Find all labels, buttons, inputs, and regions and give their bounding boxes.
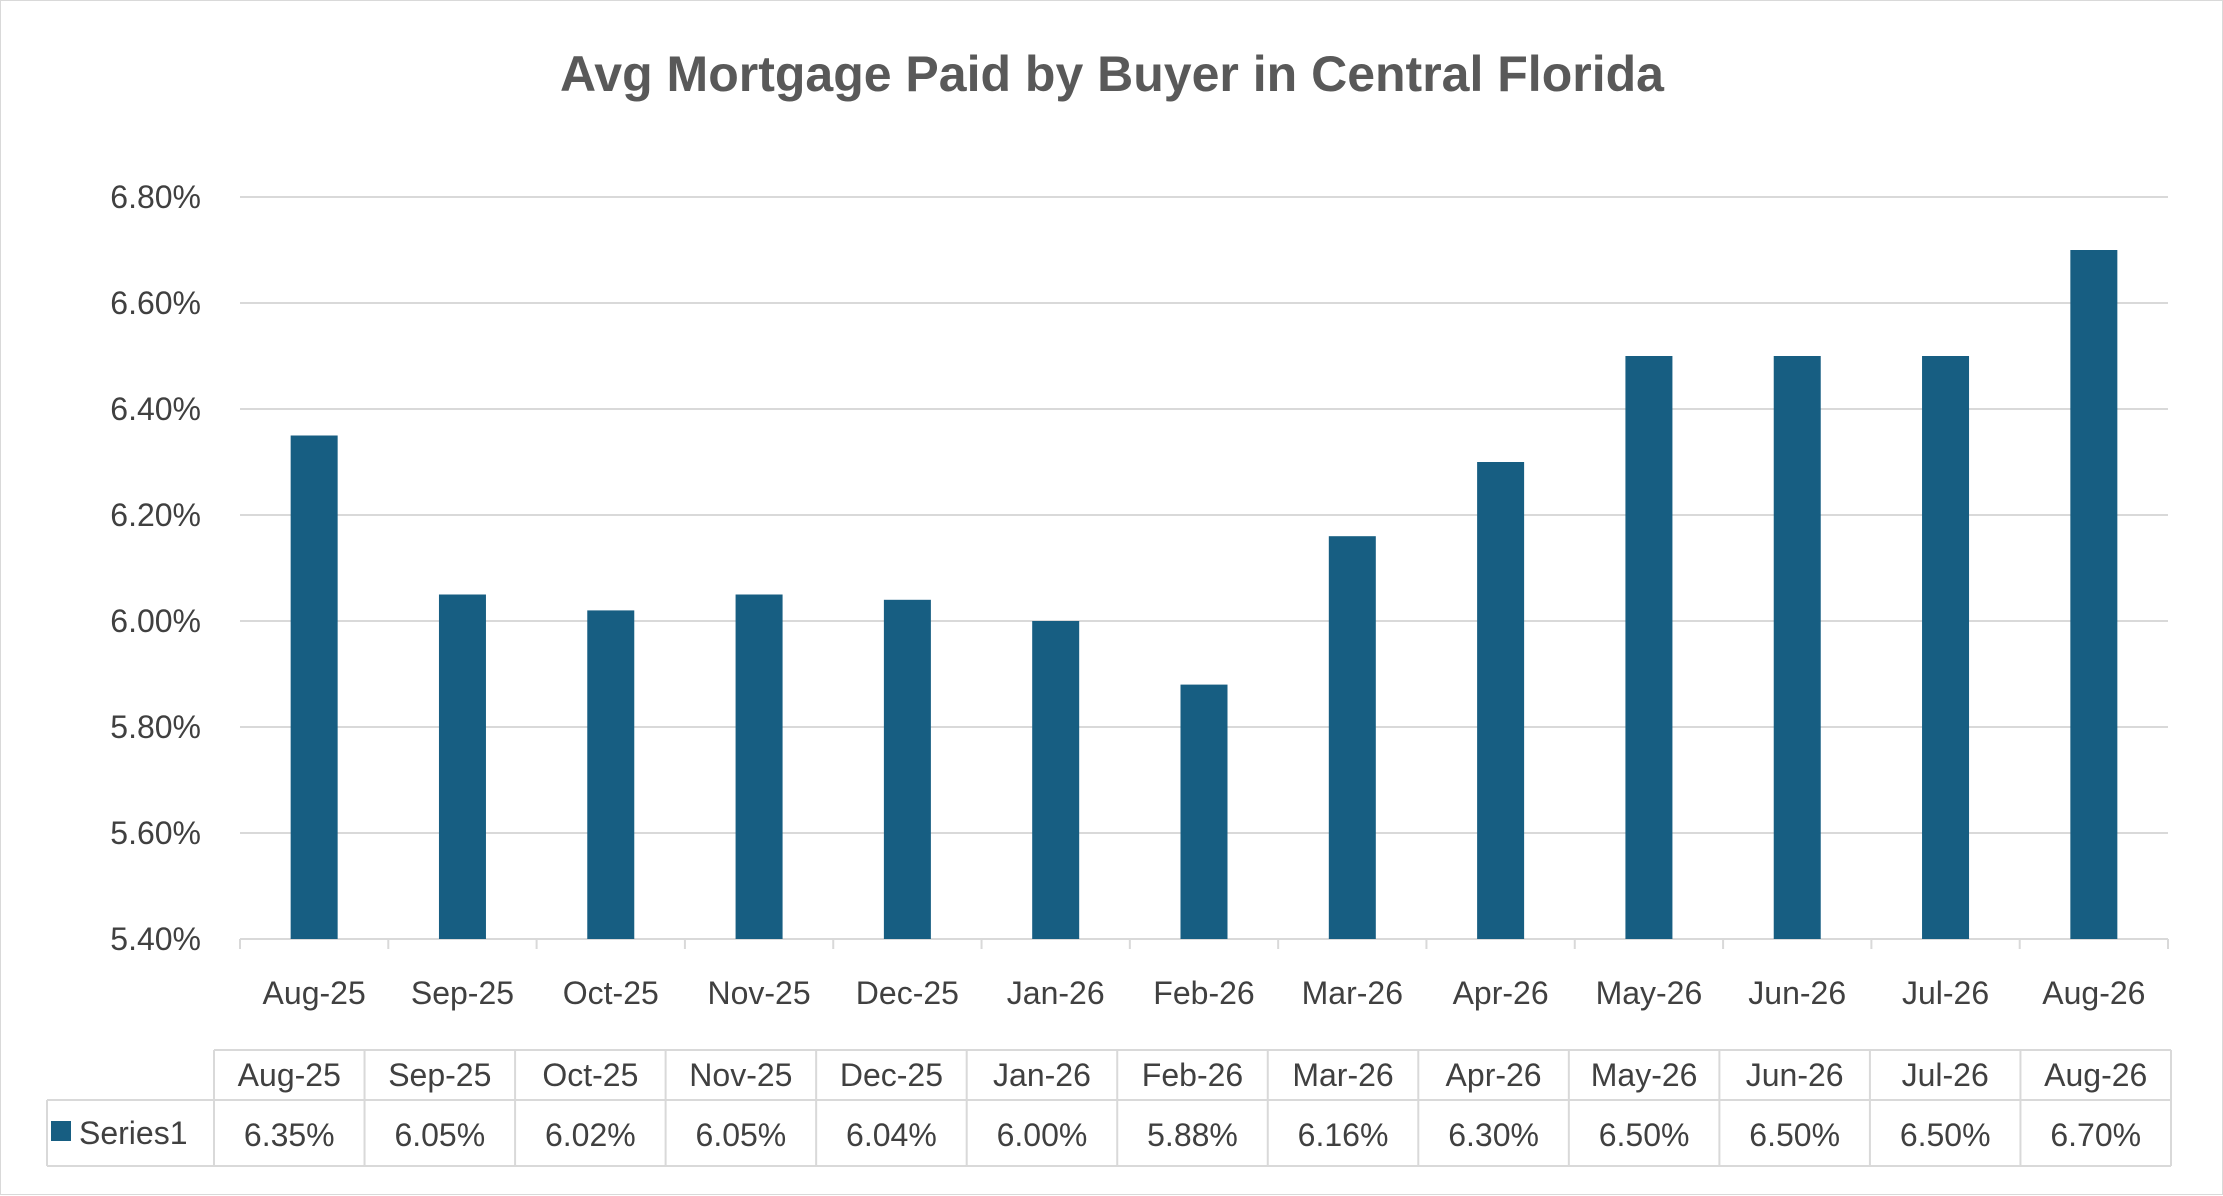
bar: [1625, 356, 1673, 939]
x-tick-label: Apr-26: [1453, 975, 1549, 1011]
table-header-cell: Dec-25: [840, 1057, 943, 1093]
table-header-cell: Jul-26: [1902, 1057, 1989, 1093]
table-header-cell: Jan-26: [993, 1057, 1091, 1093]
legend-series-name: Series1: [79, 1115, 188, 1151]
y-tick-label: 5.40%: [110, 921, 201, 957]
bar: [1477, 462, 1525, 939]
table-header-cell: Aug-26: [2044, 1057, 2147, 1093]
table-value-cell: 6.02%: [545, 1117, 636, 1153]
y-tick-label: 6.00%: [110, 603, 201, 639]
table-value-cell: 6.00%: [997, 1117, 1088, 1153]
bar: [438, 594, 486, 939]
y-tick-label: 5.80%: [110, 709, 201, 745]
x-tick-label: Sep-25: [411, 975, 514, 1011]
x-tick-label: May-26: [1596, 975, 1703, 1011]
table-value-cell: 5.88%: [1147, 1117, 1238, 1153]
x-axis-tick-labels: Aug-25 Sep-25 Oct-25 Nov-25 Dec-25 Jan-26 Feb-…: [263, 975, 2146, 1011]
table-value-cell: 6.16%: [1298, 1117, 1389, 1153]
x-tick-label: Jun-26: [1748, 975, 1846, 1011]
bar: [2070, 250, 2118, 939]
x-tick-label: Aug-25: [263, 975, 366, 1011]
table-value-cell: 6.05%: [696, 1117, 787, 1153]
table-value-cell: 6.70%: [2050, 1117, 2141, 1153]
y-tick-label: 5.60%: [110, 815, 201, 851]
table-header-cell: Jun-26: [1746, 1057, 1844, 1093]
bar: [587, 610, 635, 939]
y-tick-label: 6.40%: [110, 391, 201, 427]
y-axis-tick-labels: 5.40% 5.60% 5.80% 6.00% 6.20% 6.40% 6.60% 6.80%: [110, 179, 201, 957]
data-table: Aug-25 6.35% Sep-25 6.05% Oct-25 6.02% Nov-25 6…: [46, 1049, 2172, 1167]
table-value-cell: 6.35%: [244, 1117, 335, 1153]
table-header-cell: Aug-25: [238, 1057, 341, 1093]
x-tick-label: Nov-25: [707, 975, 810, 1011]
table-header-cell: Feb-26: [1142, 1057, 1243, 1093]
bar: [290, 435, 338, 939]
bar: [1180, 684, 1228, 939]
y-tick-label: 6.60%: [110, 285, 201, 321]
x-tick-label: Dec-25: [856, 975, 959, 1011]
x-tick-label: Mar-26: [1302, 975, 1403, 1011]
table-header-cell: Nov-25: [689, 1057, 792, 1093]
chart-title: Avg Mortgage Paid by Buyer in Central Fl…: [560, 46, 1665, 102]
table-header-cell: Mar-26: [1292, 1057, 1393, 1093]
table-header-cell: May-26: [1591, 1057, 1698, 1093]
bar: [1922, 356, 1970, 939]
x-tick-label: Jul-26: [1902, 975, 1989, 1011]
x-tick-label: Aug-26: [2042, 975, 2145, 1011]
bar: [883, 599, 931, 939]
bar: [735, 594, 783, 939]
table-value-cell: 6.50%: [1599, 1117, 1690, 1153]
x-tick-label: Feb-26: [1153, 975, 1254, 1011]
table-value-cell: 6.50%: [1749, 1117, 1840, 1153]
table-header-cell: Oct-25: [542, 1057, 638, 1093]
bars: [290, 250, 2118, 939]
bar: [1032, 621, 1080, 939]
table-value-cell: 6.30%: [1448, 1117, 1539, 1153]
table-header-cell: Sep-25: [388, 1057, 491, 1093]
table-value-cell: 6.05%: [394, 1117, 485, 1153]
x-tick-label: Oct-25: [563, 975, 659, 1011]
y-tick-label: 6.80%: [110, 179, 201, 215]
table-header-cell: Apr-26: [1446, 1057, 1542, 1093]
table-value-cell: 6.50%: [1900, 1117, 1991, 1153]
y-tick-label: 6.20%: [110, 497, 201, 533]
bar: [1328, 536, 1376, 939]
bar: [1773, 356, 1821, 939]
x-tick-label: Jan-26: [1007, 975, 1105, 1011]
legend-key: [51, 1121, 71, 1141]
table-value-cell: 6.04%: [846, 1117, 937, 1153]
